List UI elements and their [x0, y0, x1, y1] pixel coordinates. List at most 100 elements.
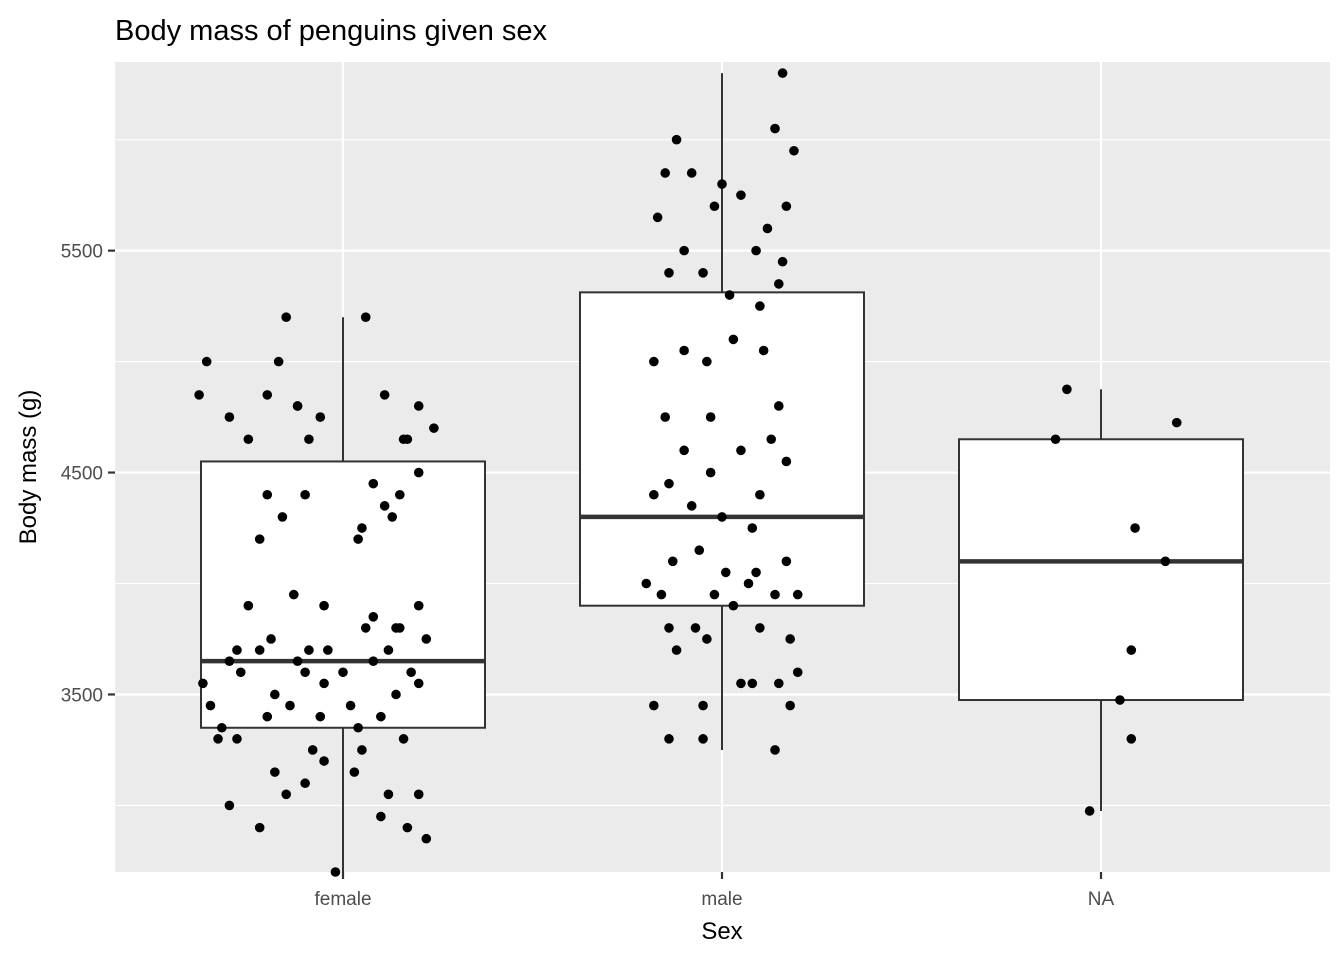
data-point	[413, 401, 424, 411]
data-point	[766, 434, 777, 445]
data-point	[360, 312, 371, 323]
data-point	[1130, 523, 1140, 533]
data-point	[402, 822, 413, 833]
y-tick-label: 4500	[61, 464, 103, 485]
data-point	[660, 412, 670, 422]
data-point	[686, 168, 697, 178]
data-point	[751, 245, 761, 256]
data-point	[762, 223, 773, 234]
data-point	[345, 700, 356, 711]
data-point	[709, 589, 720, 600]
data-point	[243, 600, 254, 611]
data-point	[781, 556, 792, 567]
data-point	[736, 678, 746, 689]
data-point	[660, 168, 670, 178]
data-point	[758, 345, 769, 356]
data-point	[755, 489, 765, 500]
data-point	[709, 201, 720, 212]
data-point	[353, 722, 363, 733]
data-point	[792, 589, 803, 600]
axes: 3500 4500 5500 female male NA	[61, 242, 1115, 910]
data-point	[254, 534, 265, 544]
data-point	[379, 390, 390, 400]
data-point	[323, 645, 333, 655]
data-point	[398, 734, 409, 744]
data-point	[300, 778, 310, 789]
data-point	[743, 578, 754, 589]
data-point	[781, 201, 792, 212]
data-point	[755, 301, 765, 311]
data-point	[751, 567, 761, 578]
data-point	[368, 656, 379, 666]
data-point	[671, 134, 682, 145]
data-point	[717, 179, 727, 189]
data-point	[1126, 734, 1137, 744]
data-point	[781, 456, 792, 467]
data-point	[232, 734, 242, 744]
data-point	[774, 678, 784, 689]
data-point	[262, 711, 273, 722]
data-point	[679, 445, 689, 456]
data-point	[330, 867, 341, 877]
data-point	[395, 489, 405, 500]
data-point	[649, 489, 659, 500]
data-point	[292, 401, 303, 411]
data-point	[194, 390, 204, 400]
data-point	[777, 68, 788, 78]
data-point	[785, 634, 795, 644]
data-point	[789, 145, 799, 156]
y-axis-title: Body mass (g)	[15, 390, 42, 545]
data-point	[698, 734, 708, 744]
data-point	[720, 567, 731, 578]
data-point	[1126, 645, 1137, 655]
data-point	[641, 578, 652, 589]
data-point	[1062, 384, 1072, 395]
data-point	[349, 767, 360, 777]
data-point	[698, 700, 708, 711]
data-point	[705, 412, 716, 422]
box-na	[958, 389, 1244, 811]
data-point	[357, 745, 367, 755]
data-point	[649, 356, 659, 367]
data-point	[774, 401, 784, 411]
data-point	[383, 645, 394, 655]
data-point	[304, 434, 314, 445]
data-point	[357, 523, 367, 533]
data-point	[679, 245, 689, 256]
data-point	[1171, 417, 1182, 428]
data-point	[213, 734, 223, 744]
data-point	[1160, 556, 1171, 567]
data-point	[376, 811, 386, 822]
data-point	[664, 623, 674, 633]
data-point	[664, 268, 674, 278]
data-point	[664, 734, 674, 744]
data-point	[395, 623, 405, 633]
data-point	[736, 190, 746, 200]
data-point	[413, 600, 424, 611]
data-point	[413, 678, 424, 689]
data-point	[406, 667, 416, 678]
data-point	[288, 589, 299, 600]
data-point	[1115, 695, 1125, 705]
x-axis-title: Sex	[701, 918, 742, 945]
data-point	[224, 412, 235, 422]
data-point	[728, 600, 739, 611]
interquartile-box	[958, 438, 1244, 702]
data-point	[376, 711, 386, 722]
data-point	[656, 589, 667, 600]
x-tick-label: female	[314, 889, 371, 910]
data-point	[698, 268, 708, 278]
box-series	[200, 73, 1244, 872]
data-point	[217, 722, 227, 733]
data-point	[747, 678, 758, 689]
data-point	[277, 512, 288, 522]
data-point	[1050, 434, 1061, 445]
interquartile-box	[579, 291, 865, 607]
x-tick-label: male	[701, 889, 742, 910]
data-point	[232, 645, 242, 655]
data-point	[292, 656, 303, 666]
data-point	[702, 356, 712, 367]
data-point	[368, 478, 379, 489]
data-point	[254, 645, 265, 655]
data-point	[770, 745, 780, 755]
